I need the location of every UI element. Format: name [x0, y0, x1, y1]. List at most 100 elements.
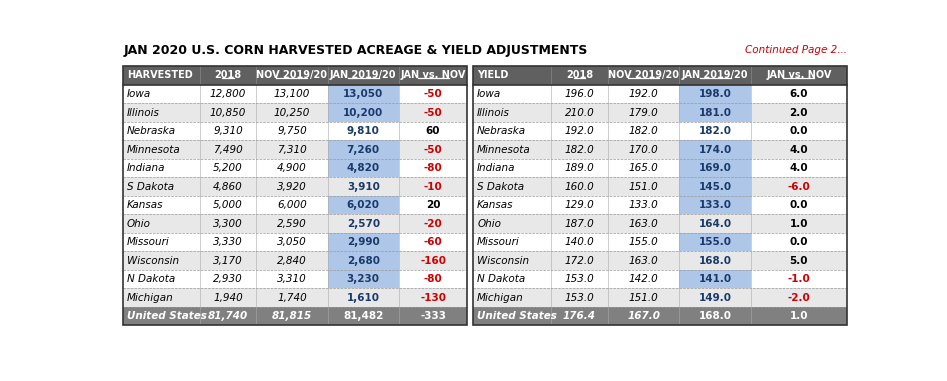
Bar: [474, 215, 551, 233]
Text: 142.0: 142.0: [629, 274, 659, 284]
Text: 2,990: 2,990: [347, 237, 380, 247]
Text: -10: -10: [423, 182, 442, 192]
Text: Minnesota: Minnesota: [477, 145, 531, 155]
Text: 10,850: 10,850: [210, 108, 246, 118]
Bar: [399, 178, 467, 196]
Text: -333: -333: [420, 311, 446, 321]
Bar: [751, 215, 847, 233]
Text: 0.0: 0.0: [790, 237, 808, 247]
Bar: [399, 159, 467, 178]
Text: 192.0: 192.0: [564, 126, 595, 136]
Bar: [608, 104, 680, 122]
Text: Ohio: Ohio: [127, 219, 151, 229]
Text: 13,050: 13,050: [343, 89, 384, 99]
Bar: [123, 196, 200, 215]
Text: 2.0: 2.0: [790, 108, 808, 118]
Bar: [680, 141, 751, 159]
Bar: [328, 196, 399, 215]
Bar: [123, 66, 467, 85]
Text: 7,260: 7,260: [347, 145, 380, 155]
Text: Missouri: Missouri: [477, 237, 520, 247]
Bar: [608, 251, 680, 270]
Bar: [123, 178, 200, 196]
Bar: [751, 270, 847, 288]
Bar: [257, 85, 328, 104]
Text: 3,170: 3,170: [213, 256, 243, 266]
Bar: [680, 270, 751, 288]
Bar: [257, 178, 328, 196]
Text: 133.0: 133.0: [629, 200, 659, 210]
Bar: [257, 104, 328, 122]
Text: Michigan: Michigan: [477, 293, 524, 303]
Text: -130: -130: [420, 293, 446, 303]
Bar: [200, 215, 257, 233]
Text: 210.0: 210.0: [564, 108, 595, 118]
Text: Illinois: Illinois: [477, 108, 510, 118]
Text: 145.0: 145.0: [699, 182, 732, 192]
Text: 189.0: 189.0: [564, 163, 595, 173]
Bar: [200, 288, 257, 307]
Text: N Dakota: N Dakota: [127, 274, 175, 284]
Text: JAN 2020 U.S. CORN HARVESTED ACREAGE & YIELD ADJUSTMENTS: JAN 2020 U.S. CORN HARVESTED ACREAGE & Y…: [124, 44, 588, 57]
Bar: [551, 159, 608, 178]
Bar: [257, 141, 328, 159]
Bar: [608, 85, 680, 104]
Bar: [257, 270, 328, 288]
Text: 20: 20: [426, 200, 440, 210]
Bar: [328, 288, 399, 307]
Bar: [257, 215, 328, 233]
Bar: [751, 85, 847, 104]
Text: 7,310: 7,310: [277, 145, 307, 155]
Bar: [608, 196, 680, 215]
Bar: [751, 251, 847, 270]
Text: 182.0: 182.0: [699, 126, 732, 136]
Bar: [474, 233, 551, 251]
Bar: [474, 141, 551, 159]
Bar: [399, 288, 467, 307]
Text: 192.0: 192.0: [629, 89, 659, 99]
Text: 2,680: 2,680: [347, 256, 380, 266]
Text: 198.0: 198.0: [699, 89, 732, 99]
Text: 167.0: 167.0: [627, 311, 660, 321]
Text: 3,910: 3,910: [347, 182, 380, 192]
Text: 2018: 2018: [214, 70, 241, 80]
Bar: [474, 270, 551, 288]
Bar: [474, 85, 551, 104]
Text: 3,920: 3,920: [277, 182, 307, 192]
Text: 0.0: 0.0: [790, 126, 808, 136]
Text: Continued Page 2...: Continued Page 2...: [745, 45, 847, 55]
Text: 81,815: 81,815: [272, 311, 313, 321]
Bar: [551, 233, 608, 251]
Text: -2.0: -2.0: [788, 293, 811, 303]
Bar: [399, 104, 467, 122]
Text: N Dakota: N Dakota: [477, 274, 526, 284]
Text: 4,860: 4,860: [213, 182, 243, 192]
Text: 5,000: 5,000: [213, 200, 243, 210]
Text: HARVESTED: HARVESTED: [127, 70, 192, 80]
Text: YIELD: YIELD: [477, 70, 509, 80]
Text: 153.0: 153.0: [564, 293, 595, 303]
Bar: [257, 233, 328, 251]
Text: Nebraska: Nebraska: [477, 126, 527, 136]
Text: 155.0: 155.0: [629, 237, 659, 247]
Bar: [474, 159, 551, 178]
Bar: [751, 122, 847, 141]
Text: -160: -160: [420, 256, 446, 266]
Text: 2,840: 2,840: [277, 256, 307, 266]
Bar: [680, 85, 751, 104]
Text: 9,810: 9,810: [347, 126, 380, 136]
Bar: [328, 141, 399, 159]
Bar: [399, 251, 467, 270]
Bar: [680, 215, 751, 233]
Bar: [328, 85, 399, 104]
Text: United States: United States: [477, 311, 557, 321]
Bar: [123, 288, 200, 307]
Text: JAN 2019/20: JAN 2019/20: [330, 70, 397, 80]
Bar: [751, 196, 847, 215]
Text: 174.0: 174.0: [699, 145, 732, 155]
Bar: [751, 288, 847, 307]
Text: 155.0: 155.0: [699, 237, 732, 247]
Text: -1.0: -1.0: [788, 274, 811, 284]
Bar: [200, 159, 257, 178]
Bar: [257, 159, 328, 178]
